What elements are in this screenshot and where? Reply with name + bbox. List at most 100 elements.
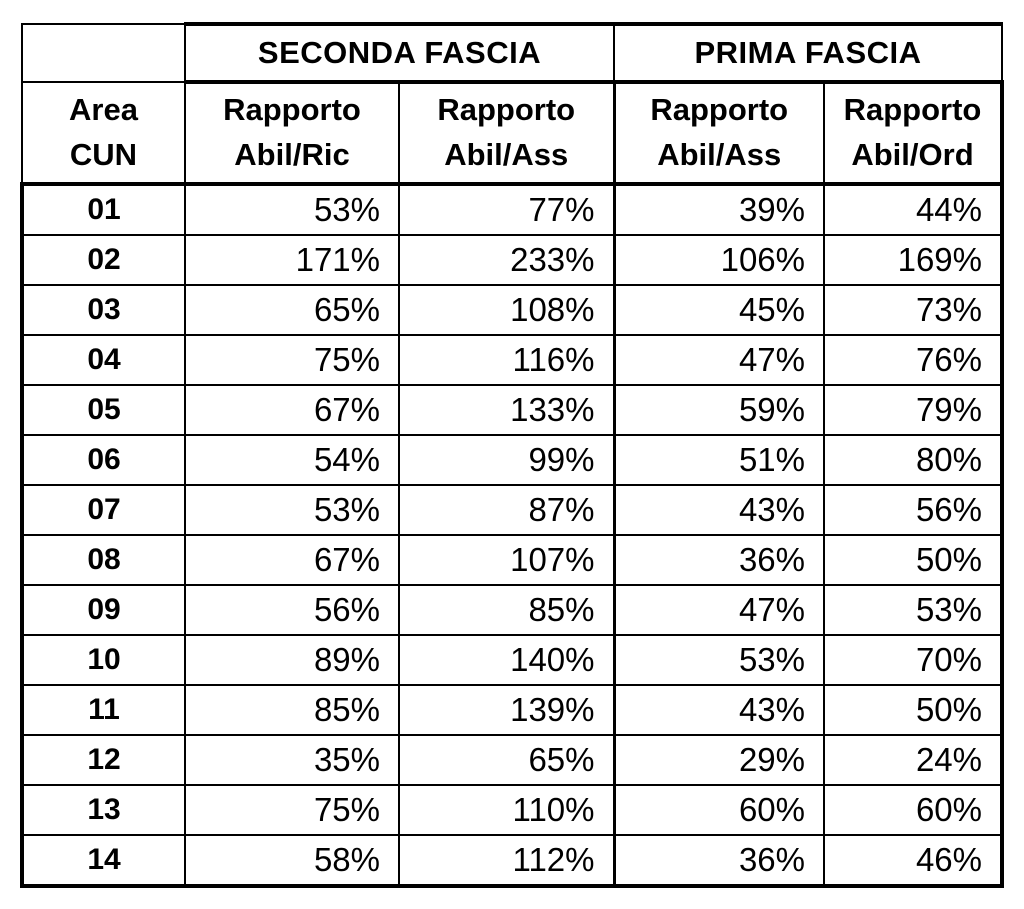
row-label-area-cun: 05 bbox=[20, 384, 186, 436]
value-cell: 53% bbox=[823, 584, 1004, 636]
value-cell: 140% bbox=[398, 634, 615, 686]
value-cell: 54% bbox=[184, 434, 400, 486]
value-cell: 139% bbox=[398, 684, 615, 736]
value-cell: 87% bbox=[398, 484, 615, 536]
table-row: 06 54% 99% 51% 80% bbox=[20, 434, 1004, 486]
table-row: 01 53% 77% 39% 44% bbox=[20, 183, 1004, 236]
table-row: 07 53% 87% 43% 56% bbox=[20, 484, 1004, 536]
column-header-line1: Rapporto bbox=[437, 92, 576, 128]
row-label-area-cun: 08 bbox=[20, 534, 186, 586]
row-label-area-cun: 14 bbox=[20, 834, 186, 888]
value-cell: 65% bbox=[184, 284, 400, 336]
table-row: 13 75% 110% 60% 60% bbox=[20, 784, 1004, 836]
row-label-area-cun: 10 bbox=[20, 634, 186, 686]
value-cell: 43% bbox=[612, 484, 825, 536]
row-label-area-cun: 04 bbox=[20, 334, 186, 386]
value-cell: 36% bbox=[612, 534, 825, 586]
value-cell: 70% bbox=[823, 634, 1004, 686]
row-label-area-cun: 06 bbox=[20, 434, 186, 486]
column-header-line2: Abil/Ass bbox=[657, 137, 782, 172]
value-cell: 50% bbox=[823, 534, 1004, 586]
table-row: 05 67% 133% 59% 79% bbox=[20, 384, 1004, 436]
fascia-statistics-table: SECONDA FASCIA PRIMA FASCIA Area CUN Rap… bbox=[20, 22, 1004, 888]
value-cell: 75% bbox=[184, 334, 400, 386]
value-cell: 108% bbox=[398, 284, 615, 336]
table-row: 10 89% 140% 53% 70% bbox=[20, 634, 1004, 686]
value-cell: 36% bbox=[612, 834, 825, 888]
value-cell: 67% bbox=[184, 384, 400, 436]
column-header-line2: Abil/Ass bbox=[444, 137, 569, 172]
value-cell: 45% bbox=[612, 284, 825, 336]
value-cell: 79% bbox=[823, 384, 1004, 436]
table-row: 08 67% 107% 36% 50% bbox=[20, 534, 1004, 586]
value-cell: 56% bbox=[184, 584, 400, 636]
column-header-line1: Rapporto bbox=[223, 92, 361, 128]
column-header-line2: Abil/Ord bbox=[851, 137, 974, 172]
column-header-abil-ass-prima: Rapporto Abil/Ass bbox=[612, 81, 825, 186]
table-row: 14 58% 112% 36% 46% bbox=[20, 834, 1004, 888]
value-cell: 85% bbox=[398, 584, 615, 636]
column-header-line1: Rapporto bbox=[650, 92, 789, 128]
table-row: 02 171% 233% 106% 169% bbox=[20, 234, 1004, 286]
row-label-area-cun: 13 bbox=[20, 784, 186, 836]
row-label-area-cun: 03 bbox=[20, 284, 186, 336]
value-cell: 76% bbox=[823, 334, 1004, 386]
value-cell: 35% bbox=[184, 734, 400, 786]
value-cell: 75% bbox=[184, 784, 400, 836]
row-label-area-cun: 12 bbox=[20, 734, 186, 786]
group-header-seconda-fascia: SECONDA FASCIA bbox=[184, 22, 615, 84]
value-cell: 59% bbox=[612, 384, 825, 436]
value-cell: 233% bbox=[398, 234, 615, 286]
table-row: 09 56% 85% 47% 53% bbox=[20, 584, 1004, 636]
value-cell: 106% bbox=[612, 234, 825, 286]
table-row: 03 65% 108% 45% 73% bbox=[20, 284, 1004, 336]
table-row: 12 35% 65% 29% 24% bbox=[20, 734, 1004, 786]
value-cell: 39% bbox=[612, 183, 825, 236]
value-cell: 107% bbox=[398, 534, 615, 586]
group-header-row: SECONDA FASCIA PRIMA FASCIA bbox=[21, 22, 1003, 84]
value-cell: 51% bbox=[612, 434, 825, 486]
group-header-prima-fascia: PRIMA FASCIA bbox=[613, 22, 1003, 84]
value-cell: 47% bbox=[612, 584, 825, 636]
value-cell: 65% bbox=[398, 734, 615, 786]
area-cun-label-line1: Area bbox=[69, 91, 138, 127]
column-header-abil-ass-seconda: Rapporto Abil/Ass bbox=[398, 81, 615, 186]
row-label-area-cun: 01 bbox=[20, 183, 186, 236]
value-cell: 60% bbox=[823, 784, 1004, 836]
value-cell: 116% bbox=[398, 334, 615, 386]
value-cell: 67% bbox=[184, 534, 400, 586]
value-cell: 53% bbox=[184, 484, 400, 536]
value-cell: 89% bbox=[184, 634, 400, 686]
value-cell: 53% bbox=[612, 634, 825, 686]
value-cell: 43% bbox=[612, 684, 825, 736]
value-cell: 50% bbox=[823, 684, 1004, 736]
table-row: 11 85% 139% 43% 50% bbox=[20, 684, 1004, 736]
value-cell: 56% bbox=[823, 484, 1004, 536]
value-cell: 133% bbox=[398, 384, 615, 436]
value-cell: 112% bbox=[398, 834, 615, 888]
row-label-area-cun: 07 bbox=[20, 484, 186, 536]
row-label-area-cun: 11 bbox=[20, 684, 186, 736]
value-cell: 169% bbox=[823, 234, 1004, 286]
value-cell: 44% bbox=[823, 183, 1004, 236]
column-header-row: Area CUN Rapporto Abil/Ric Rapporto Abil… bbox=[21, 81, 1004, 186]
value-cell: 99% bbox=[398, 434, 615, 486]
value-cell: 73% bbox=[823, 284, 1004, 336]
value-cell: 53% bbox=[184, 183, 400, 236]
value-cell: 60% bbox=[612, 784, 825, 836]
table-row: 04 75% 116% 47% 76% bbox=[20, 334, 1004, 386]
row-label-area-cun: 02 bbox=[20, 234, 186, 286]
row-label-area-cun: 09 bbox=[20, 584, 186, 636]
value-cell: 29% bbox=[612, 734, 825, 786]
area-cun-label-line2: CUN bbox=[69, 136, 138, 172]
value-cell: 171% bbox=[184, 234, 400, 286]
column-header-line2: Abil/Ric bbox=[234, 137, 350, 172]
value-cell: 46% bbox=[823, 834, 1004, 888]
value-cell: 110% bbox=[398, 784, 615, 836]
corner-blank bbox=[21, 23, 186, 83]
value-cell: 80% bbox=[823, 434, 1004, 486]
column-header-area-cun: Area CUN bbox=[21, 81, 186, 186]
value-cell: 58% bbox=[184, 834, 400, 888]
value-cell: 24% bbox=[823, 734, 1004, 786]
